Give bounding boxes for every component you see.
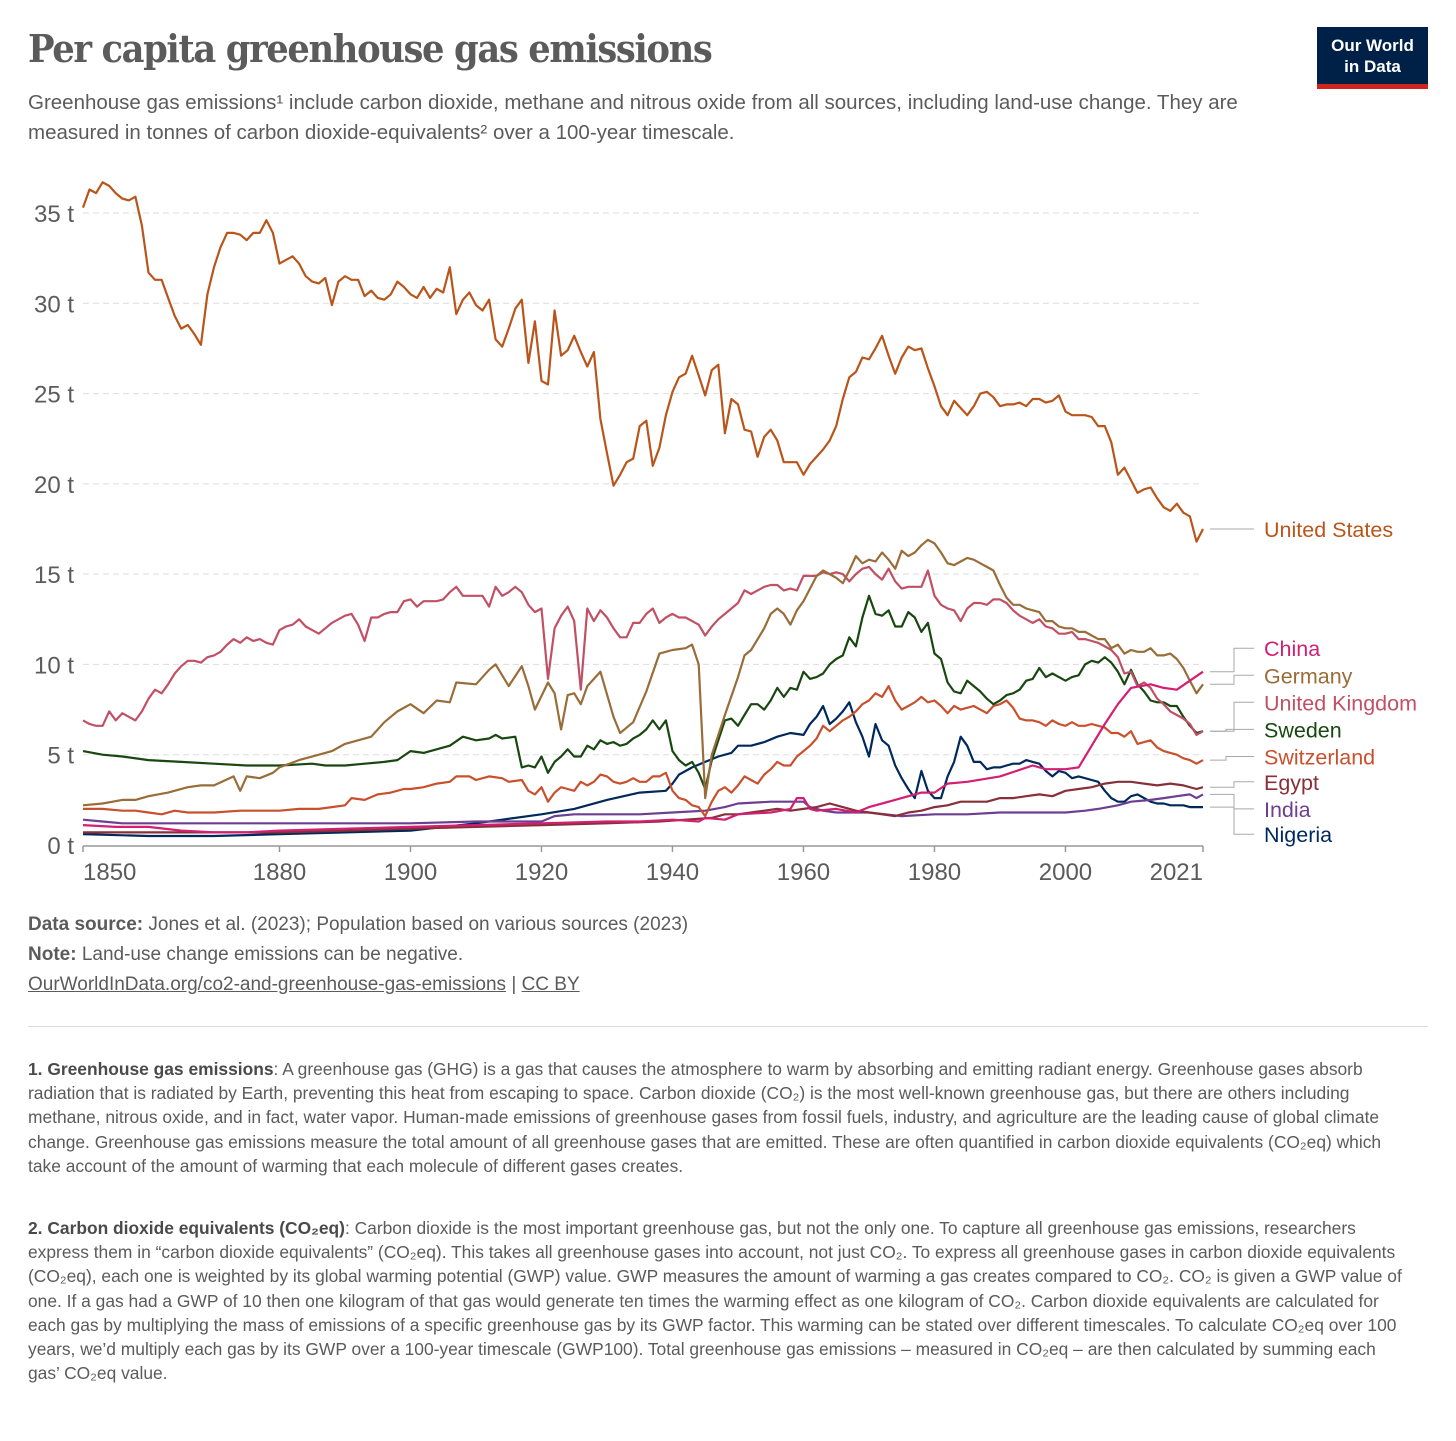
footnote-2-label: 2. Carbon dioxide equivalents (CO₂eq) (28, 1218, 345, 1238)
series-label-egypt[interactable]: Egypt (1264, 771, 1319, 795)
x-tick-label: 1920 (515, 859, 568, 880)
x-tick-label: 1940 (646, 859, 699, 880)
series-line-egypt[interactable] (83, 780, 1204, 834)
series-label-united-states[interactable]: United States (1264, 518, 1393, 542)
footnote-1-text: : A greenhouse gas (GHG) is a gas that c… (28, 1059, 1382, 1176)
data-source-text: Jones et al. (2023); Population based on… (143, 914, 689, 935)
series-line-sweden[interactable] (82, 594, 1204, 791)
label-connector (1210, 756, 1254, 761)
y-tick-label: 25 t (34, 382, 74, 409)
owid-logo[interactable]: Our World in Data (1317, 27, 1428, 89)
series-line-india[interactable] (82, 793, 1204, 825)
series-label-sweden[interactable]: Sweden (1264, 718, 1342, 742)
x-axis: 1850 1880 1900 1920 1940 1960 1980 2000 2021 (82, 845, 1204, 880)
chart-title: Per capita greenhouse gas emissions (28, 26, 713, 71)
y-tick-label: 10 t (34, 652, 74, 679)
source-link[interactable]: OurWorldInData.org/co2-and-greenhouse-ga… (28, 974, 507, 995)
footnote-2: 2. Carbon dioxide equivalents (CO₂eq): C… (28, 1216, 1408, 1385)
footnote-1: 1. Greenhouse gas emissions: A greenhous… (28, 1057, 1408, 1178)
logo-line-1: Our World (1331, 36, 1414, 55)
series-line-nigeria[interactable] (82, 701, 1203, 838)
y-tick-label: 20 t (34, 472, 74, 499)
footnote-1-label: 1. Greenhouse gas emissions (28, 1059, 274, 1079)
series-label-switzerland[interactable]: Switzerland (1264, 746, 1375, 770)
logo-line-2: in Data (1344, 57, 1401, 76)
chart-note: Note: Land-use change emissions can be n… (28, 944, 463, 966)
x-tick-label: 2021 (1150, 859, 1203, 880)
x-tick-label: 1980 (908, 859, 961, 880)
note-label: Note: (28, 944, 77, 965)
x-tick-label: 1960 (777, 859, 830, 880)
footnote-2-text: : Carbon dioxide is the most important g… (28, 1218, 1402, 1384)
series-line-united-states[interactable] (81, 181, 1204, 543)
chart-links: OurWorldInData.org/co2-and-greenhouse-ga… (28, 974, 580, 996)
label-connector (1210, 728, 1254, 732)
series-lines (81, 181, 1204, 838)
y-tick-label: 0 t (47, 833, 74, 860)
label-connector (1210, 647, 1254, 673)
series-line-germany[interactable] (82, 538, 1204, 807)
logo-accent-bar (1317, 84, 1428, 89)
chart-subtitle: Greenhouse gas emissions¹ include carbon… (28, 91, 1238, 144)
line-chart: 0 t5 t10 t15 t20 t25 t30 t35 t 1850 1880 1… (34, 181, 1417, 880)
note-text: Land-use change emissions can be negativ… (76, 944, 464, 965)
x-tick-label: 1850 (83, 859, 136, 880)
series-label-germany[interactable]: Germany (1264, 664, 1353, 688)
license-link[interactable]: CC BY (521, 974, 580, 995)
label-connector (1210, 806, 1254, 835)
data-source: Data source: Jones et al. (2023); Popula… (28, 914, 688, 936)
x-tick-label: 1880 (253, 859, 306, 880)
divider (28, 1026, 1428, 1027)
label-connector (1210, 701, 1254, 732)
y-tick-label: 15 t (34, 562, 74, 589)
series-line-switzerland[interactable] (83, 685, 1204, 818)
y-tick-label: 35 t (34, 201, 74, 228)
series-label-nigeria[interactable]: Nigeria (1264, 823, 1332, 847)
y-axis: 0 t 5 t 10 t 15 t 20 t 25 t 30 t 35 t (34, 201, 74, 860)
x-tick-label: 1900 (384, 859, 437, 880)
x-tick-label: 2000 (1039, 859, 1092, 880)
y-tick-label: 30 t (34, 291, 74, 318)
data-source-label: Data source: (28, 914, 144, 935)
label-connector (1210, 793, 1254, 810)
label-connector (1210, 781, 1254, 788)
series-label-india[interactable]: India (1264, 798, 1311, 822)
series-label-united-kingdom[interactable]: United Kingdom (1264, 691, 1417, 715)
series-end-labels: United States China Germany United Kingdom S… (1210, 518, 1417, 847)
series-label-china[interactable]: China (1264, 637, 1320, 661)
y-tick-label: 5 t (47, 743, 74, 770)
series-line-china[interactable] (82, 670, 1204, 834)
grid-lines (83, 212, 1203, 756)
series-line-united-kingdom[interactable] (82, 565, 1204, 736)
link-separator: | (506, 974, 522, 995)
label-connector (1210, 674, 1254, 685)
